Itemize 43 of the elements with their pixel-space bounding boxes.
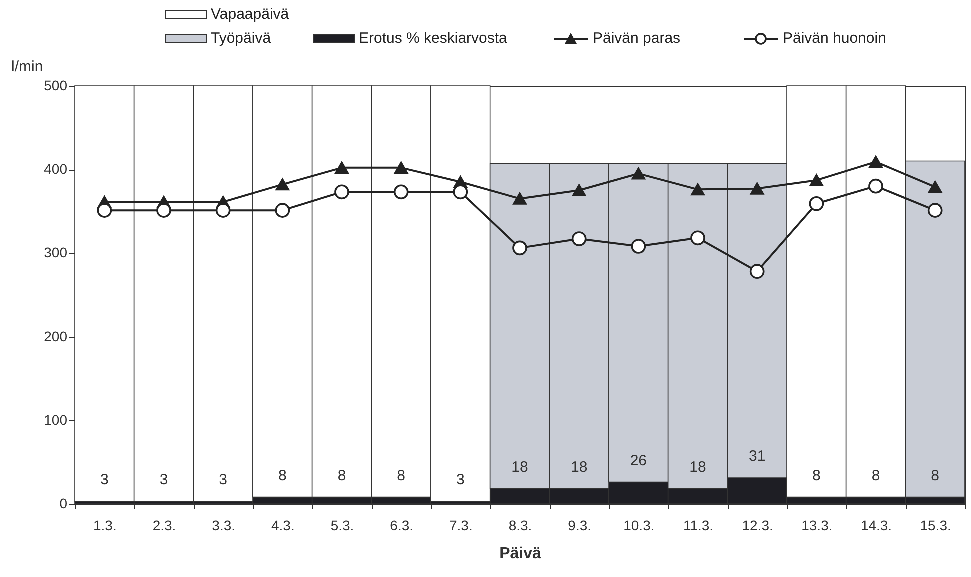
x-tick-label: 6.3. xyxy=(390,518,414,534)
data-label: 8 xyxy=(397,467,406,484)
legend-label: Työpäivä xyxy=(211,30,272,47)
x-tick-label: 14.3. xyxy=(860,518,892,534)
data-label: 8 xyxy=(872,467,880,484)
data-label: 3 xyxy=(219,471,228,488)
x-tick-label: 1.3. xyxy=(93,518,117,534)
x-tick-label: 10.3. xyxy=(624,518,655,534)
data-label: 3 xyxy=(456,471,465,488)
x-tick-label: 15.3. xyxy=(920,518,952,534)
x-tick-label: 13.3. xyxy=(802,518,833,534)
data-label: 8 xyxy=(931,467,940,484)
y-tick-label: 200 xyxy=(44,328,68,344)
legend-label: Vapaapäivä xyxy=(211,6,290,23)
x-tick-label: 4.3. xyxy=(271,518,295,534)
data-label: 8 xyxy=(338,467,346,484)
legend-label: Erotus % keskiarvosta xyxy=(359,30,508,47)
data-label: 18 xyxy=(690,458,706,476)
x-tick-label: 9.3. xyxy=(568,518,592,534)
data-label: 3 xyxy=(160,471,168,488)
x-tick-label: 3.3. xyxy=(212,518,236,534)
data-label: 3 xyxy=(100,471,109,488)
y-tick-label: 400 xyxy=(44,161,68,178)
data-label: 8 xyxy=(278,467,287,484)
y-tick-label: 0 xyxy=(60,496,68,512)
legend-label: Päivän paras xyxy=(593,30,681,47)
data-label: 18 xyxy=(570,458,588,476)
x-tick-label: 7.3. xyxy=(449,518,473,534)
y-tick-label: 300 xyxy=(44,244,68,261)
data-label: 31 xyxy=(748,448,766,466)
x-tick-label: 2.3. xyxy=(152,518,176,534)
data-label: 8 xyxy=(812,467,821,484)
x-tick-label: 8.3. xyxy=(508,518,532,534)
y-tick-label: 100 xyxy=(44,412,68,428)
data-label: 26 xyxy=(630,452,648,470)
legend-label: Päivän huonoin xyxy=(783,30,886,47)
y-tick-label: 500 xyxy=(44,78,68,94)
data-label: 18 xyxy=(512,458,528,476)
x-tick-label: 12.3. xyxy=(742,518,774,534)
x-axis-title: Päivä xyxy=(500,546,542,562)
x-tick-label: 11.3. xyxy=(683,518,714,534)
y-axis-title: l/min xyxy=(12,58,44,76)
x-tick-label: 5.3. xyxy=(330,518,354,534)
